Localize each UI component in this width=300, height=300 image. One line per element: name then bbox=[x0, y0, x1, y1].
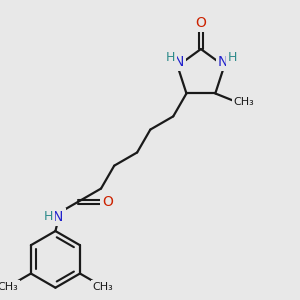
Text: H: H bbox=[44, 210, 53, 224]
Text: O: O bbox=[195, 16, 206, 30]
Text: N: N bbox=[218, 55, 229, 69]
Text: CH₃: CH₃ bbox=[233, 97, 254, 107]
Text: N: N bbox=[173, 55, 184, 69]
Text: O: O bbox=[102, 195, 113, 209]
Text: H: H bbox=[228, 51, 237, 64]
Text: CH₃: CH₃ bbox=[0, 282, 18, 292]
Text: H: H bbox=[165, 51, 175, 64]
Text: N: N bbox=[53, 210, 63, 224]
Text: CH₃: CH₃ bbox=[92, 282, 113, 292]
